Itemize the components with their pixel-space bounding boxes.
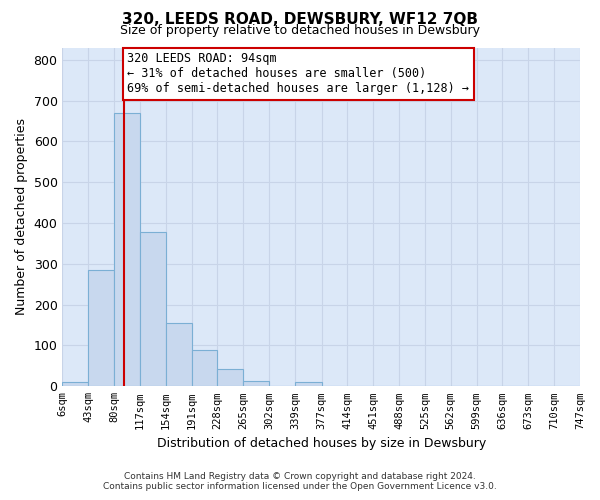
- Text: 320, LEEDS ROAD, DEWSBURY, WF12 7QB: 320, LEEDS ROAD, DEWSBURY, WF12 7QB: [122, 12, 478, 28]
- Bar: [244, 380, 269, 386]
- Text: Contains HM Land Registry data © Crown copyright and database right 2024.
Contai: Contains HM Land Registry data © Crown c…: [103, 472, 497, 491]
- Text: Size of property relative to detached houses in Dewsbury: Size of property relative to detached ho…: [120, 24, 480, 37]
- Bar: [140, 232, 166, 386]
- Bar: [166, 323, 191, 386]
- Text: 320 LEEDS ROAD: 94sqm
← 31% of detached houses are smaller (500)
69% of semi-det: 320 LEEDS ROAD: 94sqm ← 31% of detached …: [127, 52, 469, 96]
- Bar: [88, 270, 114, 386]
- Bar: [62, 382, 88, 386]
- Bar: [217, 369, 244, 386]
- X-axis label: Distribution of detached houses by size in Dewsbury: Distribution of detached houses by size …: [157, 437, 486, 450]
- Y-axis label: Number of detached properties: Number of detached properties: [15, 118, 28, 316]
- Bar: [114, 113, 140, 386]
- Bar: [191, 350, 217, 386]
- Bar: [295, 382, 322, 386]
